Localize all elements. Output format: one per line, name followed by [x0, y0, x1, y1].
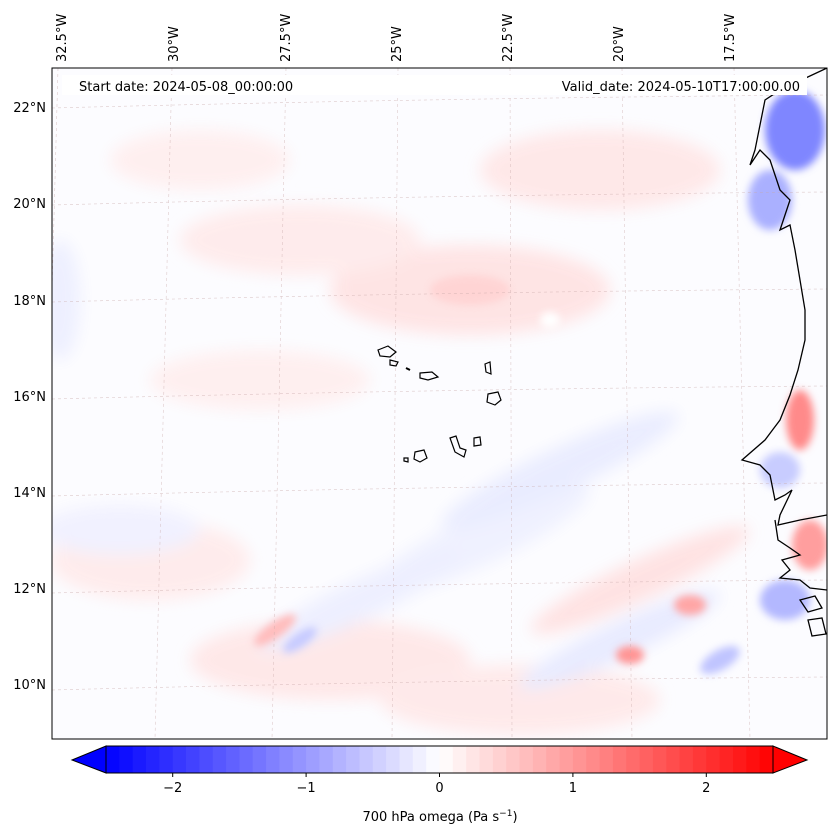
- colorbar-segment: [532, 746, 547, 773]
- colorbar-segment: [186, 746, 200, 773]
- colorbar-label-text: 700 hPa omega (Pa s: [362, 810, 499, 825]
- colorbar: −2 −1 0 1 2 700 hPa omega (Pa s−1): [70, 745, 809, 825]
- colorbar-segment: [679, 746, 694, 773]
- colorbar-segment: [559, 746, 574, 773]
- colorbar-segment: [146, 746, 160, 773]
- colorbar-segment: [519, 746, 534, 773]
- colorbar-tick-label: 0: [435, 781, 443, 796]
- colorbar-segment: [319, 746, 334, 773]
- colorbar-segment: [292, 746, 307, 773]
- latitude-labels: 22°N 20°N 18°N 16°N 14°N 12°N 10°N: [13, 101, 46, 693]
- colorbar-segment: [746, 746, 761, 773]
- lon-label: 32.5°W: [55, 14, 70, 62]
- colorbar-segment: [266, 746, 281, 773]
- lat-label: 14°N: [13, 486, 46, 501]
- colorbar-segment: [639, 746, 654, 773]
- lat-label: 12°N: [13, 582, 46, 597]
- colorbar-segment: [132, 746, 147, 773]
- colorbar-segment: [626, 746, 641, 773]
- colorbar-tick-label: 2: [702, 781, 710, 796]
- colorbar-segment: [546, 746, 561, 773]
- lon-label: 22.5°W: [501, 14, 516, 62]
- colorbar-tick-label: 1: [569, 781, 577, 796]
- lat-label: 10°N: [13, 678, 46, 693]
- colorbar-segment: [399, 746, 414, 773]
- colorbar-label: 700 hPa omega (Pa s−1): [362, 809, 517, 825]
- colorbar-segment: [652, 746, 667, 773]
- colorbar-segment: [479, 746, 494, 773]
- colorbar-segment: [599, 746, 614, 773]
- colorbar-segment: [506, 746, 521, 773]
- colorbar-label-sup: −1: [499, 809, 512, 819]
- start-date-label: Start date: 2024-05-08_00:00:00: [79, 80, 293, 95]
- header-box: [62, 75, 807, 95]
- lon-label: 17.5°W: [723, 14, 738, 62]
- colorbar-segment: [412, 746, 427, 773]
- colorbar-segment: [119, 746, 134, 773]
- colorbar-segment: [759, 746, 774, 773]
- colorbar-tick-label: −1: [297, 781, 316, 796]
- colorbar-segment: [332, 746, 347, 773]
- colorbar-segment: [692, 746, 707, 773]
- coastline: [740, 68, 827, 637]
- longitude-labels: 32.5°W 30°W 27.5°W 25°W 22.5°W 20°W 17.5…: [55, 14, 738, 62]
- lat-label: 22°N: [13, 101, 46, 116]
- colorbar-segment: [706, 746, 721, 773]
- lon-label: 25°W: [390, 26, 405, 62]
- colorbar-segment: [586, 746, 601, 773]
- colorbar-segment: [279, 746, 294, 773]
- lat-label: 20°N: [13, 197, 46, 212]
- colorbar-segment: [199, 746, 214, 773]
- colorbar-segment: [239, 746, 254, 773]
- colorbar-segment: [106, 746, 120, 773]
- colorbar-segment: [426, 746, 441, 773]
- omega-field: [52, 90, 827, 735]
- colorbar-segment: [172, 746, 187, 773]
- colorbar-segment: [372, 746, 387, 773]
- colorbar-segment: [306, 746, 321, 773]
- colorbar-ticks: −2 −1 0 1 2: [163, 773, 710, 796]
- colorbar-extend-max: [772, 745, 809, 774]
- colorbar-segment: [226, 746, 240, 773]
- colorbar-segment: [719, 746, 734, 773]
- colorbar-segment: [572, 746, 587, 773]
- colorbar-segment: [612, 746, 627, 773]
- colorbar-segment: [732, 746, 747, 773]
- colorbar-segment: [252, 746, 267, 773]
- valid-date-label: Valid_date: 2024-05-10T17:00:00.00: [562, 80, 800, 95]
- colorbar-segment: [439, 746, 454, 773]
- colorbar-segment: [359, 746, 374, 773]
- lon-label: 27.5°W: [279, 14, 294, 62]
- map-frame: [51, 67, 828, 740]
- colorbar-segment: [346, 746, 361, 773]
- colorbar-segment: [492, 746, 507, 773]
- colorbar-label-end: ): [512, 810, 517, 825]
- lon-label: 30°W: [167, 26, 182, 62]
- colorbar-segments: [106, 746, 774, 773]
- cape-verde-islands: [377, 345, 502, 463]
- lon-label: 20°W: [612, 26, 627, 62]
- lat-label: 18°N: [13, 294, 46, 309]
- lat-label: 16°N: [13, 390, 46, 405]
- colorbar-segment: [386, 746, 401, 773]
- colorbar-tick-label: −2: [163, 781, 182, 796]
- colorbar-extend-min: [70, 745, 107, 774]
- colorbar-segment: [452, 746, 467, 773]
- colorbar-segment: [466, 746, 481, 773]
- colorbar-segment: [666, 746, 681, 773]
- colorbar-segment: [212, 746, 227, 773]
- graticule: [52, 68, 827, 739]
- colorbar-segment: [159, 746, 174, 773]
